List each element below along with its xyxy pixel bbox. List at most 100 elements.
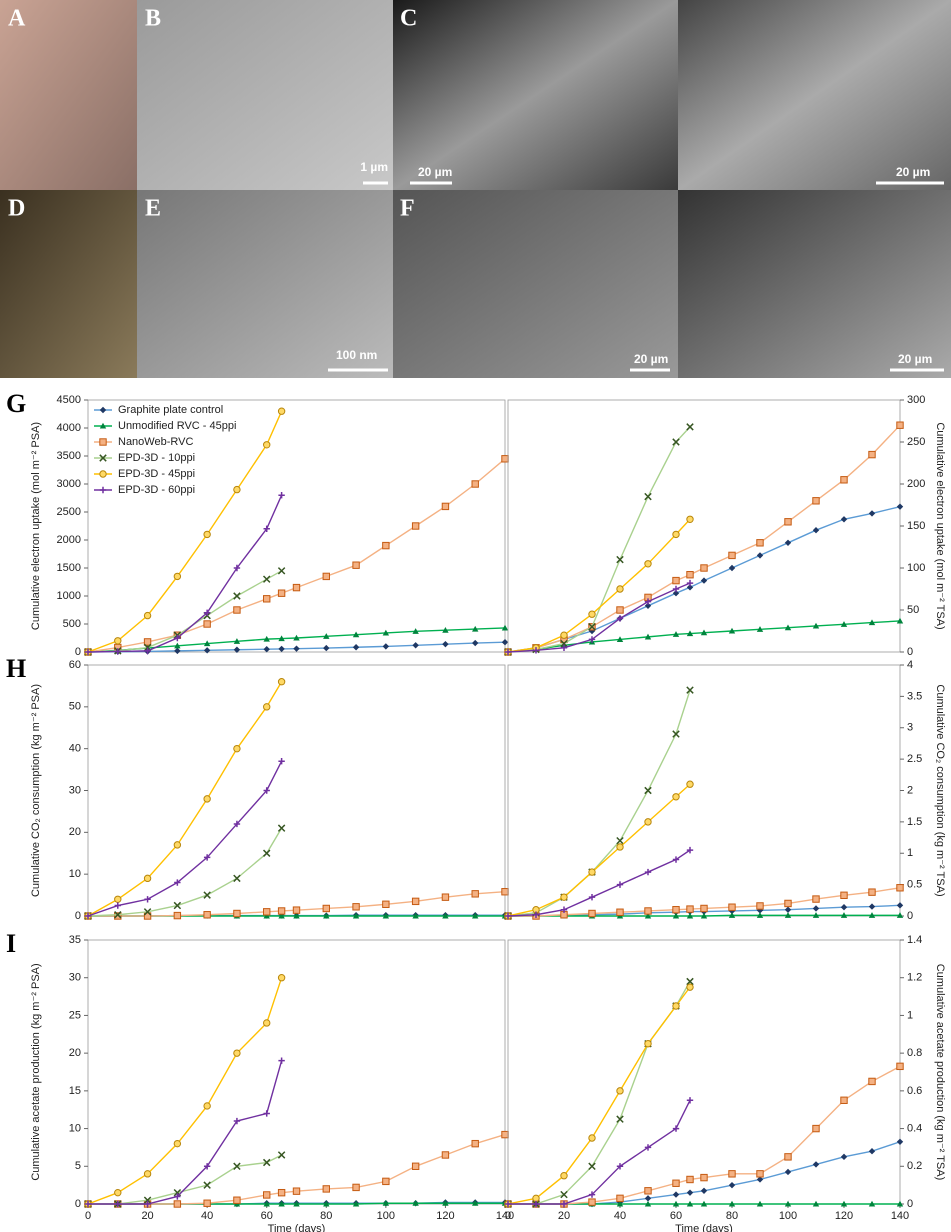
- marker: [616, 636, 624, 642]
- marker: [532, 1194, 540, 1203]
- marker: [868, 510, 876, 517]
- marker: [263, 703, 271, 711]
- series-line: [507, 426, 691, 653]
- marker: [672, 1179, 680, 1187]
- marker: [143, 908, 152, 916]
- marker: [756, 912, 764, 918]
- marker: [277, 824, 286, 832]
- marker: [840, 1200, 848, 1207]
- marker: [277, 407, 286, 415]
- marker: [173, 572, 182, 581]
- y-tick-label: 1: [907, 847, 913, 859]
- marker: [560, 893, 568, 901]
- legend-label: EPD-3D - 10ppi: [118, 452, 195, 464]
- marker: [616, 585, 624, 593]
- y-tick-label: 300: [907, 394, 925, 406]
- marker: [896, 1200, 904, 1207]
- marker: [263, 646, 270, 653]
- marker: [756, 1170, 764, 1178]
- marker: [616, 908, 624, 916]
- marker: [263, 908, 271, 916]
- y-tick-label: 10: [69, 868, 81, 880]
- series-line: [87, 827, 283, 917]
- series-line: [507, 849, 691, 917]
- marker: [114, 1200, 121, 1208]
- marker: [472, 639, 479, 647]
- marker: [382, 629, 390, 636]
- y-tick-label: 3: [907, 722, 913, 734]
- marker: [114, 1188, 122, 1197]
- series-line: [87, 458, 506, 653]
- x-tick-label: 40: [614, 1210, 626, 1222]
- marker: [644, 907, 652, 915]
- photo: [0, 0, 137, 190]
- y-tick-label: 250: [907, 436, 925, 448]
- marker: [277, 678, 286, 686]
- marker: [323, 1200, 330, 1207]
- marker: [644, 602, 652, 609]
- marker: [233, 592, 241, 600]
- marker: [840, 621, 848, 627]
- y-tick-label: 1.2: [907, 972, 922, 984]
- marker: [411, 1162, 420, 1170]
- marker: [812, 912, 820, 918]
- marker: [323, 633, 330, 639]
- panel-label: D: [8, 196, 25, 222]
- panel-label: C: [400, 6, 417, 32]
- x-tick-label: 60: [670, 1210, 682, 1222]
- marker: [114, 902, 121, 909]
- y-tick-label: 1.4: [907, 934, 922, 946]
- marker: [728, 1200, 736, 1207]
- marker: [277, 907, 286, 915]
- marker: [672, 906, 680, 914]
- marker: [896, 902, 904, 909]
- legend-label: EPD-3D - 45ppi: [118, 468, 195, 480]
- marker: [812, 905, 820, 912]
- marker: [672, 631, 680, 637]
- y-tick-label: 1: [907, 1009, 913, 1021]
- marker: [412, 642, 419, 649]
- x-tick-label: 60: [261, 1210, 273, 1222]
- marker: [263, 1200, 270, 1207]
- marker: [686, 905, 694, 913]
- marker: [173, 841, 182, 849]
- marker: [203, 795, 211, 803]
- marker: [144, 647, 151, 655]
- y-axis-label: Cumulative CO₂ consumption (kg m⁻² PSA): [30, 684, 42, 897]
- y-tick-label: 30: [69, 784, 81, 796]
- marker: [560, 639, 568, 648]
- marker: [644, 1040, 652, 1048]
- marker: [84, 648, 92, 656]
- x-tick-label: 0: [505, 1210, 511, 1222]
- marker: [812, 1200, 820, 1207]
- series-line: [507, 582, 691, 653]
- marker: [501, 624, 509, 631]
- marker: [352, 1183, 360, 1192]
- series-line: [507, 424, 901, 653]
- marker: [686, 630, 694, 637]
- marker: [686, 579, 694, 587]
- marker: [784, 518, 792, 526]
- marker: [203, 640, 211, 647]
- marker: [700, 629, 708, 636]
- marker: [382, 912, 390, 919]
- plot-frame: [87, 399, 506, 653]
- marker: [616, 1194, 624, 1203]
- legend-label: Graphite plate control: [118, 404, 223, 416]
- marker: [756, 539, 764, 547]
- series-line: [88, 891, 506, 917]
- marker: [233, 1117, 241, 1125]
- marker: [672, 793, 680, 801]
- y-tick-label: 4500: [57, 394, 81, 406]
- marker: [728, 564, 736, 572]
- marker: [644, 560, 652, 568]
- scale-bar-label: 20 µm: [418, 165, 452, 179]
- y-tick-label: 2000: [57, 534, 81, 546]
- y-tick-label: 3000: [57, 478, 81, 490]
- marker: [616, 1115, 624, 1123]
- marker: [173, 911, 182, 920]
- y-tick-label: 20: [69, 826, 81, 838]
- legend-marker: [99, 422, 107, 429]
- marker: [868, 903, 876, 910]
- series-line: [507, 783, 691, 917]
